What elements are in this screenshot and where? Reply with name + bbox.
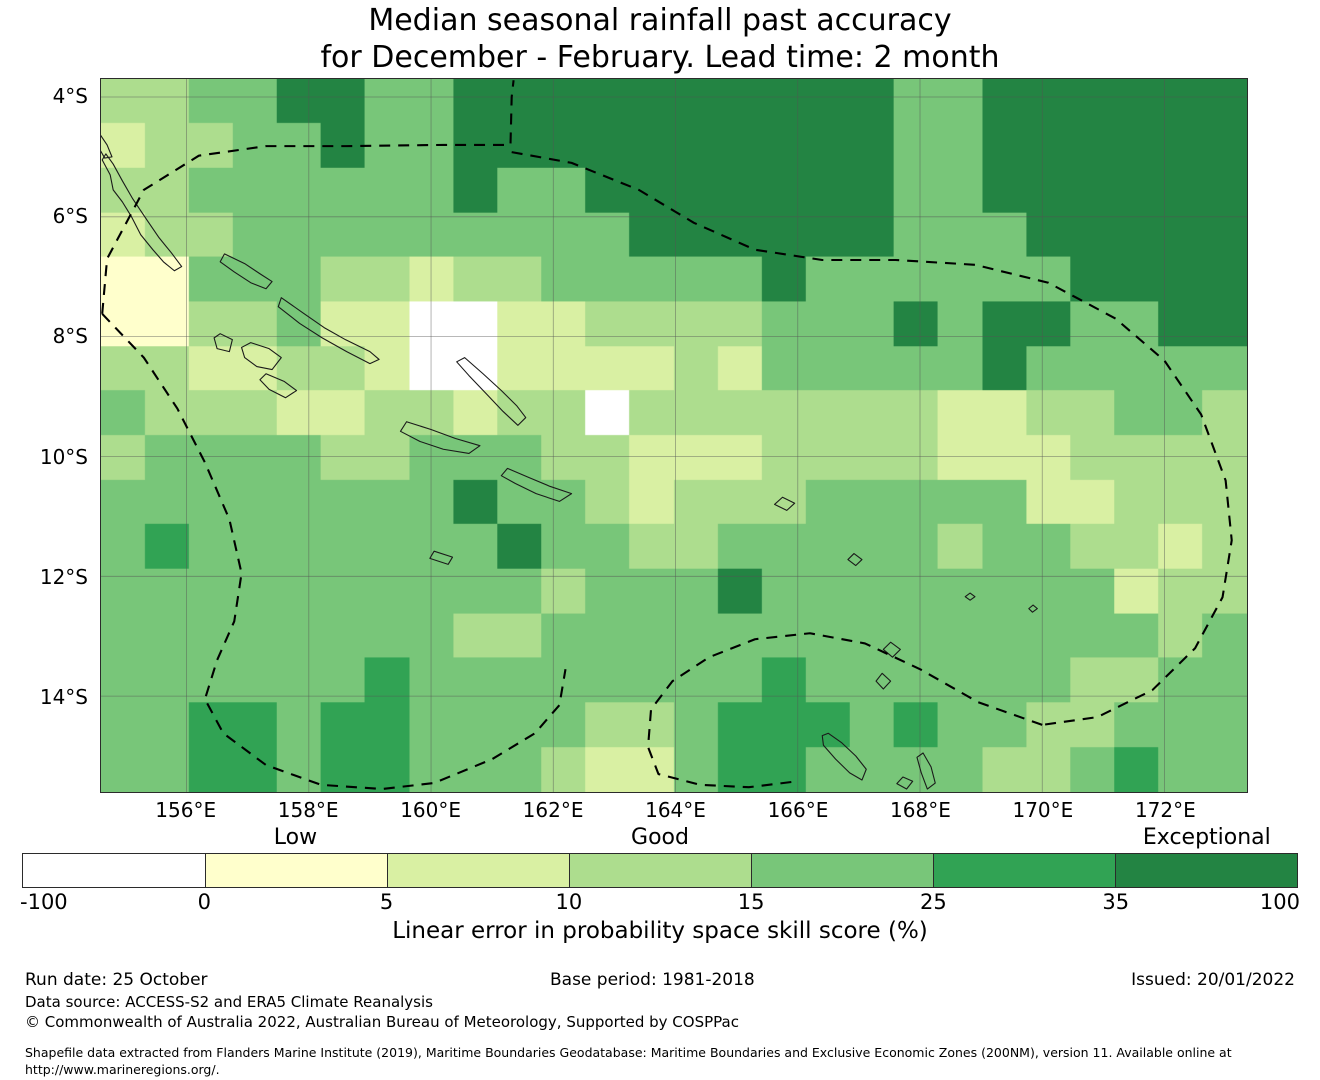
issued-date: Issued: 20/01/2022 xyxy=(1131,970,1295,990)
colorbar-tick-label: 0 xyxy=(197,890,211,914)
colorbar-category-label: Good xyxy=(631,825,689,850)
run-date: Run date: 25 October xyxy=(25,970,208,990)
x-axis-tick-label: 170°E xyxy=(1012,798,1074,822)
x-axis-tick-label: 168°E xyxy=(890,798,951,822)
colorbar-segment xyxy=(1115,854,1297,887)
y-axis-tick-label: 6°S xyxy=(52,204,88,229)
y-axis-tick-label: 8°S xyxy=(52,324,88,349)
y-axis-tick-label: 4°S xyxy=(52,84,88,109)
colorbar-axis-label: Linear error in probability space skill … xyxy=(392,918,928,944)
colorbar xyxy=(22,853,1298,888)
x-axis-tick-label: 156°E xyxy=(155,798,217,822)
map-figure xyxy=(100,78,1248,793)
x-axis-tick-label: 166°E xyxy=(767,798,829,822)
base-period: Base period: 1981-2018 xyxy=(550,970,755,990)
colorbar-category-label: Low xyxy=(273,825,318,850)
y-axis-tick-label: 10°S xyxy=(39,444,88,469)
colorbar-tick-label: 15 xyxy=(737,890,765,914)
data-source: Data source: ACCESS-S2 and ERA5 Climate … xyxy=(25,993,433,1011)
colorbar-segment xyxy=(933,854,1115,887)
footer: Run date: 25 October Base period: 1981-2… xyxy=(0,968,1320,1078)
x-axis-tick-label: 160°E xyxy=(400,798,462,822)
colorbar-category-label: Exceptional xyxy=(1142,825,1271,850)
colorbar-tick-label: 25 xyxy=(920,890,947,914)
colorbar-tick-label: 35 xyxy=(1102,890,1130,914)
colorbar-segment xyxy=(23,854,205,887)
x-axis-tick-label: 162°E xyxy=(522,798,584,822)
colorbar-segment xyxy=(205,854,387,887)
y-axis-tick-label: 14°S xyxy=(39,684,88,709)
page-title: Median seasonal rainfall past accuracy f… xyxy=(320,3,1000,75)
colorbar-segment xyxy=(751,854,933,887)
x-axis-tick-label: 172°E xyxy=(1134,798,1196,822)
heatmap-cells xyxy=(101,79,1247,792)
colorbar-segment xyxy=(569,854,751,887)
heatmap-plot-area[interactable] xyxy=(100,78,1248,793)
colorbar-tick-label: 100 xyxy=(1259,890,1300,914)
copyright-notice: © Commonwealth of Australia 2022, Austra… xyxy=(25,1013,739,1031)
x-axis-tick-label: 158°E xyxy=(277,798,339,822)
colorbar-tick-label: -100 xyxy=(20,890,68,914)
colorbar-gradient xyxy=(22,853,1298,888)
footer-row-primary: Run date: 25 October Base period: 1981-2… xyxy=(0,968,1320,992)
y-axis-tick-label: 12°S xyxy=(39,564,88,589)
colorbar-segment xyxy=(387,854,569,887)
x-axis-tick-label: 164°E xyxy=(645,798,706,822)
shapefile-attribution: Shapefile data extracted from Flanders M… xyxy=(25,1045,1232,1077)
colorbar-tick-label: 5 xyxy=(379,890,394,914)
colorbar-tick-label: 10 xyxy=(555,890,583,914)
